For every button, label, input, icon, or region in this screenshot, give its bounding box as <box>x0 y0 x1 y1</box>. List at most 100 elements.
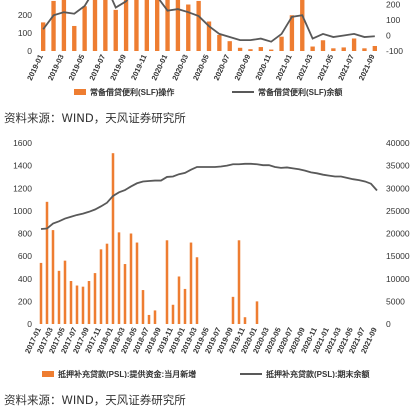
bar <box>351 38 357 51</box>
bar <box>155 0 160 51</box>
bar <box>129 233 133 324</box>
right-y-tick-label: 25000 <box>386 206 410 216</box>
right-y-tick-label: 20000 <box>386 229 410 239</box>
bar <box>81 286 85 324</box>
x-tick-label: 2019-01 <box>25 53 45 82</box>
bar <box>183 288 187 324</box>
bar <box>279 36 284 51</box>
bar <box>300 0 305 51</box>
left-y-tick-label: 400 <box>18 274 32 284</box>
right-y-tick-label: 200 <box>386 0 400 9</box>
x-tick-label: 2020-07 <box>212 53 232 82</box>
x-tick-label: 2020-11 <box>253 53 273 81</box>
legend-bar-label: 常备借贷便利(SLF)操作 <box>90 87 174 97</box>
bar <box>135 242 139 324</box>
bar <box>41 22 46 51</box>
legend-line-label: 常备借贷便利(SLF)余额 <box>258 87 342 97</box>
bar <box>217 34 222 51</box>
bar <box>237 240 241 324</box>
bar <box>186 4 191 51</box>
right-y-tick-label: 100 <box>386 15 400 25</box>
x-tick-label: 2020-01 <box>150 53 170 82</box>
left-y-tick-label: 1400 <box>13 161 32 171</box>
left-y-tick-label: 600 <box>18 251 32 261</box>
bar <box>175 0 181 51</box>
right-y-tick-label: 5000 <box>386 296 405 306</box>
left-y-tick-label: 1000 <box>13 206 32 216</box>
bar <box>243 317 247 324</box>
bar <box>195 257 199 324</box>
right-y-tick-label: 35000 <box>386 161 410 171</box>
legend-bar-label: 抵押补充贷款(PSL):提供资金:当月新增 <box>58 369 196 378</box>
bar <box>341 47 346 51</box>
legend-bar-swatch <box>42 371 54 377</box>
bar <box>87 281 91 324</box>
x-tick-label: 2021-05 <box>315 53 335 82</box>
x-tick-label: 2019-11 <box>129 53 149 81</box>
bar <box>289 15 295 51</box>
left-y-tick-label: 1600 <box>13 138 32 148</box>
left-y-tick-label: 100 <box>18 28 32 38</box>
left-y-tick-label: 200 <box>18 296 32 306</box>
left-y-tick-label: 0 <box>27 319 32 329</box>
bar <box>63 260 67 324</box>
bar <box>134 0 139 51</box>
bar <box>165 240 169 324</box>
bar <box>82 6 87 51</box>
balance-line <box>40 162 378 230</box>
left-y-tick-label: 0 <box>27 46 32 56</box>
bar <box>227 41 232 51</box>
bar <box>269 49 274 51</box>
bar <box>141 290 145 324</box>
psl-chart: 0 200 400 600 800 1000 1200 1400 1600 0 5000 10000 1… <box>13 138 410 378</box>
x-tick-label: 2021-09 <box>357 53 377 82</box>
bar <box>231 296 235 324</box>
bar <box>51 230 55 324</box>
bar <box>372 45 377 51</box>
bar <box>123 264 127 324</box>
x-tick-label: 2020-09 <box>232 53 252 82</box>
x-tick-label: 2020-03 <box>170 53 190 82</box>
x-tick-label: 2021-01 <box>274 53 294 82</box>
legend-bar-swatch <box>74 89 86 95</box>
bar <box>165 0 170 51</box>
bar <box>153 310 157 324</box>
bar <box>69 281 73 324</box>
bar <box>72 25 77 51</box>
bar <box>255 301 259 324</box>
bar <box>362 48 367 51</box>
bar <box>117 232 121 324</box>
bar <box>310 46 315 51</box>
bar <box>258 47 263 51</box>
plot-area <box>41 0 377 52</box>
left-y-tick-label: 1200 <box>13 183 32 193</box>
left-y-tick-label: 200 <box>18 10 32 20</box>
bar <box>93 273 97 324</box>
bar <box>177 276 181 324</box>
bar <box>147 314 151 324</box>
plot-area <box>39 153 378 324</box>
bar <box>45 201 49 324</box>
left-y-tick-label: 800 <box>18 229 32 239</box>
bar <box>196 0 201 51</box>
legend-line-label: 抵押补充贷款(PSL):期末余额 <box>266 369 370 378</box>
x-tick-label: 2019-09 <box>108 53 128 82</box>
bar <box>39 262 43 324</box>
bar <box>320 40 326 51</box>
bar <box>61 0 67 51</box>
bar <box>51 0 56 51</box>
bar <box>105 243 109 324</box>
x-tick-label: 2019-03 <box>46 53 66 82</box>
bar <box>331 48 336 51</box>
bar <box>206 21 212 51</box>
bar <box>99 249 103 324</box>
bar <box>92 0 98 51</box>
bar <box>171 304 175 324</box>
source-note-2: 资料来源：WIND，天风证券研究所 <box>4 393 186 407</box>
right-y-tick-label: 30000 <box>386 183 410 193</box>
bar <box>75 285 79 324</box>
x-tick-label: 2019-07 <box>87 53 107 82</box>
bar <box>144 0 149 52</box>
